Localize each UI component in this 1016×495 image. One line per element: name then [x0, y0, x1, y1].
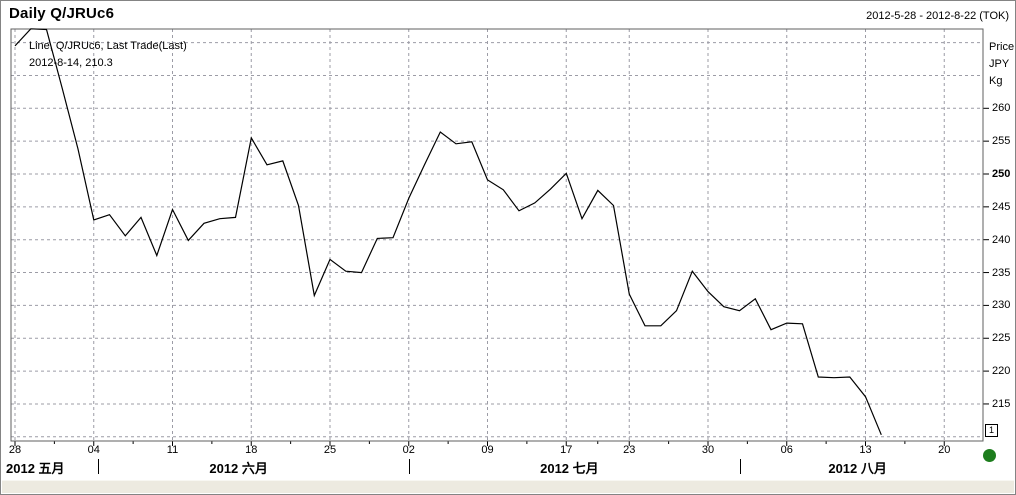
- chart-legend: Line, Q/JRUc6, Last Trade(Last) 2012-8-1…: [29, 38, 187, 72]
- x-axis-label: 28: [8, 444, 22, 456]
- x-axis-label: 11: [166, 444, 179, 456]
- x-axis-label: 17: [560, 444, 573, 456]
- x-axis-label: 25: [323, 444, 337, 456]
- legend-last-point-label: 2012-8-14, 210.3: [29, 57, 113, 69]
- month-label: 2012 六月: [209, 461, 268, 476]
- legend-series-label: Line, Q/JRUc6, Last Trade(Last): [29, 40, 187, 52]
- month-separator: [98, 459, 100, 474]
- y-axis-label: 215: [992, 397, 1011, 410]
- plot-frame: [10, 28, 984, 442]
- y-axis-title-line: Price: [989, 41, 1015, 53]
- month-separator: [408, 459, 410, 474]
- x-axis-label: 09: [481, 444, 494, 456]
- bottom-scroll-strip: [2, 480, 1014, 493]
- page-marker-badge: 1: [985, 424, 998, 437]
- x-axis-label: 02: [402, 444, 415, 456]
- x-axis-label: 18: [245, 444, 258, 456]
- date-range-label: 2012-5-28 - 2012-8-22 (TOK): [866, 10, 1009, 22]
- x-axis-label: 23: [623, 444, 636, 456]
- y-axis-label: 240: [992, 233, 1011, 246]
- y-axis-label: 260: [992, 102, 1011, 115]
- y-axis-label: 255: [992, 135, 1011, 148]
- y-axis-label: 235: [992, 266, 1011, 279]
- page-title: Daily Q/JRUc6: [9, 5, 115, 22]
- x-axis-label: 04: [87, 444, 100, 456]
- y-axis-label: 230: [992, 299, 1011, 312]
- x-axis-label: 20: [938, 444, 951, 456]
- x-axis-label: 13: [859, 444, 872, 456]
- y-axis-title: Price JPY Kg: [989, 39, 1014, 90]
- month-separator: [739, 459, 741, 474]
- month-label: 2012 五月: [6, 461, 65, 476]
- month-label: 2012 七月: [540, 461, 599, 476]
- y-axis-label: 225: [992, 332, 1011, 345]
- y-axis-title-line: Kg: [989, 75, 1003, 87]
- x-axis-label: 30: [701, 444, 715, 456]
- price-line-series: [14, 28, 882, 436]
- month-label: 2012 八月: [828, 461, 887, 476]
- y-axis-label: 220: [992, 365, 1011, 378]
- y-axis-label: 245: [992, 200, 1011, 213]
- connection-status-icon: [983, 449, 996, 462]
- y-axis-title-line: JPY: [989, 58, 1010, 70]
- x-axis-label: 06: [780, 444, 793, 456]
- y-axis-label: 250: [992, 168, 1011, 180]
